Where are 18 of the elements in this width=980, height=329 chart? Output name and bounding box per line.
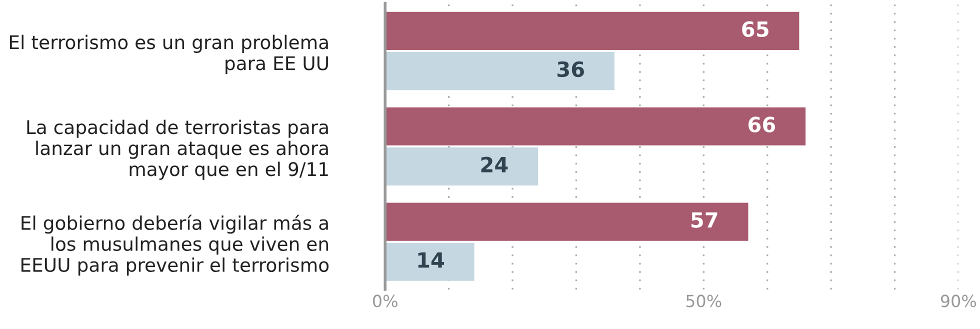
data-label: 65 <box>742 21 768 38</box>
y-tick-label: La capacidad de terroristas para lanzar un gran ataque es ahora mayor que en el 9/11 <box>27 120 328 180</box>
y-tick-label: El terrorismo es un gran problema para EE UU <box>10 34 328 74</box>
data-label: 24 <box>481 156 508 172</box>
bar <box>385 107 806 146</box>
bar <box>385 52 614 90</box>
x-tick-label: 50% <box>686 294 722 308</box>
y-tick-label: El gobierno debería vigilar más a los musulmanes que viven en EEUU para prevenir el terrorismo <box>22 214 329 276</box>
data-label: 36 <box>558 61 584 78</box>
data-label: 14 <box>418 252 444 268</box>
bar <box>385 202 748 241</box>
data-label: 66 <box>748 116 776 132</box>
x-tick-label: 90% <box>940 294 976 308</box>
bar <box>385 12 800 50</box>
bar <box>385 242 474 281</box>
bar <box>385 147 538 186</box>
x-tick-label: 0% <box>373 294 398 308</box>
data-label: 57 <box>692 212 718 228</box>
